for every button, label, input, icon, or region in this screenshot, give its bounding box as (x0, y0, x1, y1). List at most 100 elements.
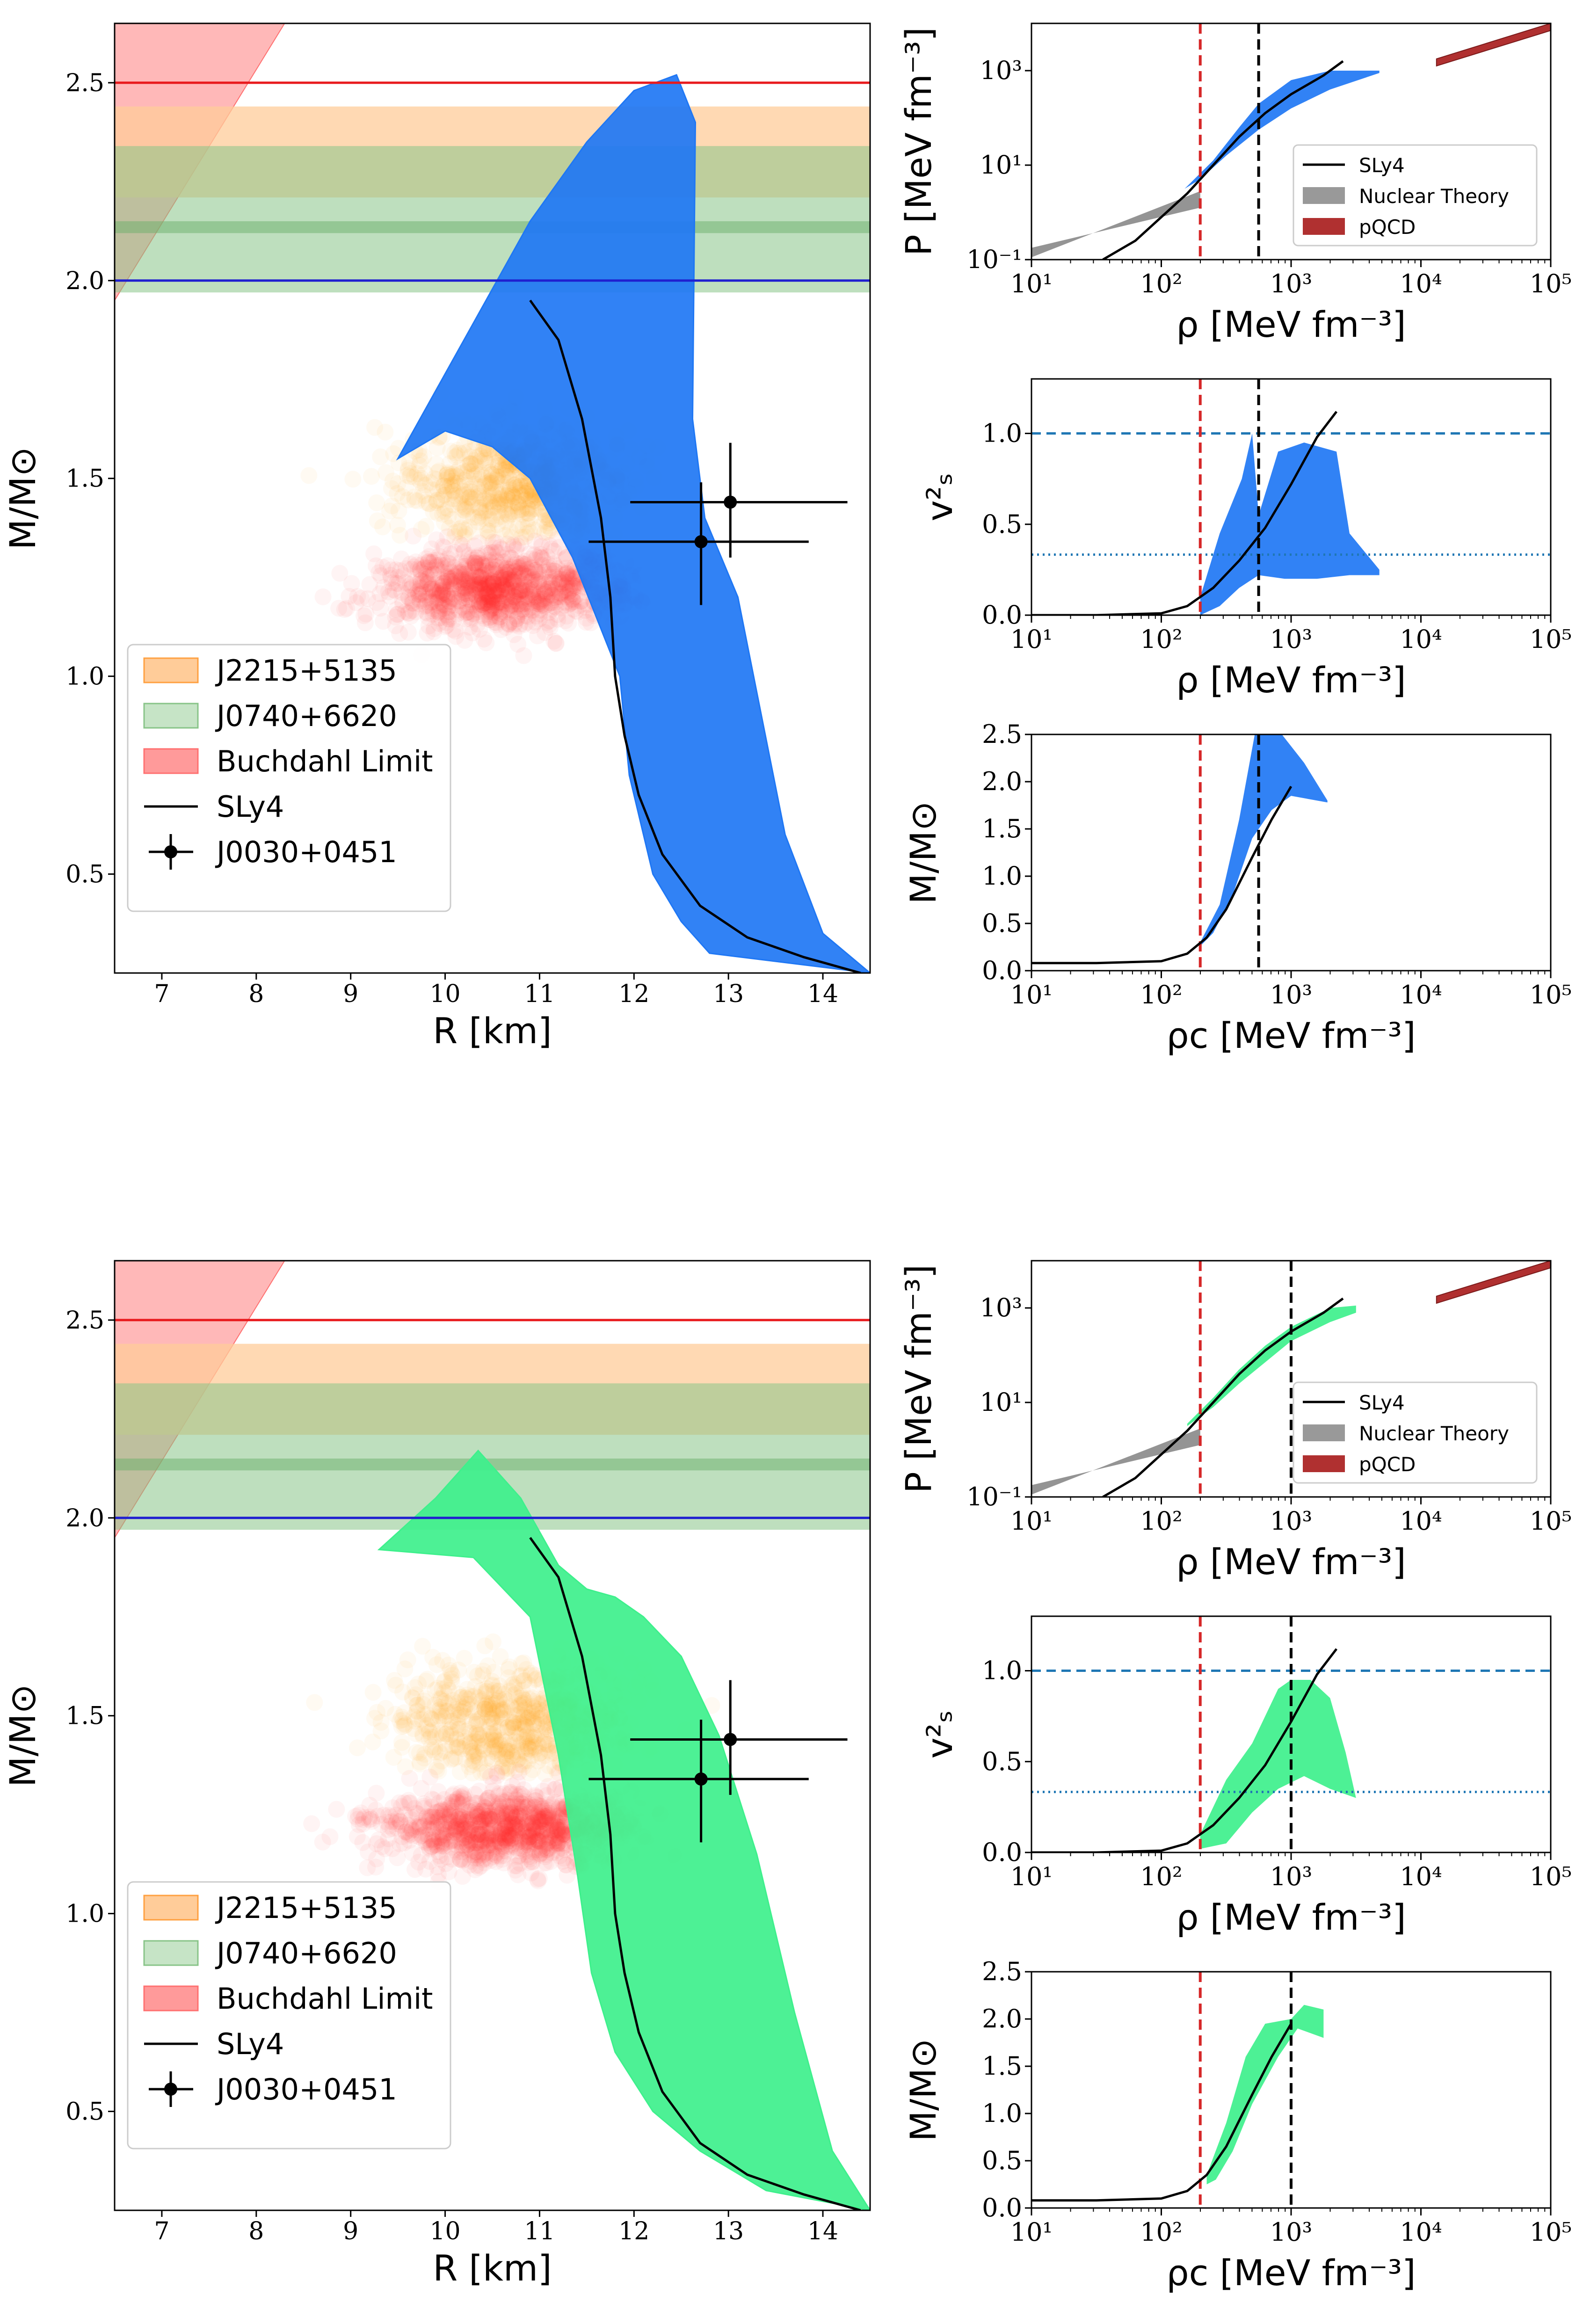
j2215-sample-point (480, 464, 498, 481)
j0740-sample-point (544, 1797, 561, 1814)
j2215-sample-point (456, 1733, 473, 1750)
j0740-sample-point (470, 594, 487, 610)
j0740-sample-point (474, 580, 492, 597)
j0740-sample-point (485, 575, 502, 592)
j0740-sample-point (495, 569, 513, 587)
j2215-sample-point (529, 1694, 546, 1712)
j2215-sample-point (530, 518, 548, 536)
j2215-sample-point (475, 469, 492, 486)
j0740-sample-point (491, 1825, 508, 1842)
j0740-sample-point (501, 1784, 518, 1801)
j2215-sample-point (384, 472, 401, 490)
legend-label: SLy4 (1359, 1391, 1405, 1414)
j2215-sample-point (429, 505, 446, 522)
j0740-sample-point (404, 578, 421, 596)
j0740-sample-point (426, 1837, 443, 1854)
j0740-sample-point (435, 596, 452, 614)
j2215-sample-point (428, 1758, 445, 1775)
j0740-sample-point (443, 570, 460, 587)
j0740-sample-point (421, 1768, 439, 1786)
mr-xtick-label: 10 (429, 980, 460, 1008)
cs2-xtick-label: 10⁵ (1530, 1862, 1572, 1891)
j2215-sample-point (505, 488, 523, 506)
j2215-sample-point (476, 1700, 493, 1718)
j2215-sample-point (453, 1688, 471, 1706)
j0740-sample-point (424, 582, 442, 600)
j0740-sample-point (491, 609, 508, 626)
j2215-sample-point (479, 1657, 496, 1674)
j0740-sample-point (463, 609, 480, 626)
j0740-sample-point (447, 623, 464, 640)
j0740-sample-point (536, 1808, 553, 1825)
j0740-sample-point (515, 576, 532, 593)
j2215-sample-point (454, 1699, 472, 1716)
j0740-sample-point (516, 582, 533, 599)
j2215-sample-point (515, 1654, 532, 1671)
j2215-sample-point (410, 1675, 427, 1692)
j0740-sample-point (561, 588, 578, 605)
j0740-sample-point (544, 565, 561, 582)
j0740-sample-point (389, 1810, 406, 1828)
j0740-sample-point (517, 583, 534, 601)
j0740-sample-point (577, 602, 594, 619)
j0740-sample-point (422, 1816, 439, 1834)
j0740-sample-point (480, 546, 498, 564)
pqcd-band (1436, 1261, 1551, 1304)
j0740-sample-point (552, 1835, 569, 1852)
j2215-sample-point (472, 501, 489, 519)
j2215-sample-point (519, 1729, 536, 1746)
j2215-sample-point (505, 1718, 522, 1736)
j0740-sample-point (487, 582, 504, 600)
j2215-sample-point (389, 485, 406, 502)
j0740-sample-point (407, 1861, 423, 1878)
j0740-sample-point (509, 1848, 527, 1866)
j0740-sample-point (394, 596, 411, 613)
j0740-sample-point (543, 1821, 559, 1838)
j0740-sample-point (567, 603, 584, 620)
j0740-sample-point (482, 1816, 499, 1833)
j0740-sample-point (430, 1809, 447, 1827)
j0740-sample-point (446, 585, 463, 603)
j0740-sample-point (446, 568, 463, 586)
j0740-sample-point (560, 568, 577, 585)
j0740-sample-point (451, 1825, 469, 1843)
j0740-sample-point (496, 1818, 513, 1835)
j0740-sample-point (489, 581, 506, 599)
j0740-sample-point (479, 574, 497, 592)
j2215-sample-point (449, 1716, 466, 1734)
j0740-sample-point (552, 1818, 569, 1835)
j2215-sample-point (456, 521, 473, 538)
j0740-sample-point (536, 597, 553, 615)
j0740-sample-point (511, 565, 528, 582)
j2215-sample-point (499, 1699, 516, 1716)
j0740-sample-point (508, 1819, 526, 1837)
j0740-sample-point (438, 617, 455, 634)
j0740-sample-point (427, 1820, 444, 1837)
j2215-sample-point (447, 448, 464, 465)
j0740-sample-point (348, 594, 365, 611)
j0740-sample-point (501, 1805, 519, 1822)
j0740-sample-point (497, 576, 514, 594)
j2215-sample-point (463, 455, 480, 472)
j0740-sample-point (500, 585, 517, 603)
j0740-sample-point (502, 1784, 520, 1801)
j2215-sample-point (494, 1758, 511, 1776)
j0740-sample-point (440, 561, 457, 579)
j0740-sample-point (446, 567, 464, 584)
j0740-sample-point (426, 620, 443, 637)
j0740-sample-point (483, 1826, 501, 1844)
j0740-sample-point (496, 581, 513, 598)
j2215-sample-point (406, 488, 423, 506)
j2215-sample-point (466, 1733, 483, 1750)
j2215-sample-point (482, 474, 500, 492)
j0740-sample-point (424, 1814, 442, 1831)
j0740-sample-point (486, 1807, 503, 1824)
j0740-sample-point (526, 532, 544, 550)
j0740-sample-point (527, 1813, 544, 1830)
j2215-sample-point (412, 452, 429, 470)
j0740-sample-point (432, 1823, 449, 1841)
j2215-sample-point (501, 1743, 518, 1760)
j0740-sample-point (494, 1815, 511, 1832)
j0740-sample-point (507, 567, 524, 584)
j0740-sample-point (523, 1812, 541, 1830)
